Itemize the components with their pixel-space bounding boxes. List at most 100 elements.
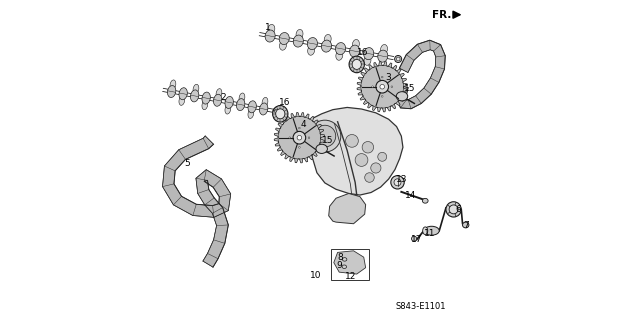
Text: 16: 16 <box>279 98 291 107</box>
Ellipse shape <box>296 29 303 39</box>
Ellipse shape <box>378 152 387 161</box>
Ellipse shape <box>396 57 400 61</box>
Ellipse shape <box>275 109 278 113</box>
Ellipse shape <box>202 92 210 104</box>
Ellipse shape <box>380 84 385 89</box>
Ellipse shape <box>352 39 359 49</box>
Ellipse shape <box>299 147 300 148</box>
Ellipse shape <box>179 88 187 100</box>
Ellipse shape <box>193 84 199 94</box>
Ellipse shape <box>170 80 176 89</box>
Ellipse shape <box>355 154 368 166</box>
Ellipse shape <box>336 51 343 60</box>
Polygon shape <box>312 108 403 195</box>
Ellipse shape <box>376 80 389 93</box>
Ellipse shape <box>412 236 417 241</box>
Text: 15: 15 <box>404 84 416 93</box>
Ellipse shape <box>259 103 268 115</box>
Ellipse shape <box>273 106 288 122</box>
Text: 13: 13 <box>396 175 408 184</box>
Ellipse shape <box>248 109 254 118</box>
Ellipse shape <box>299 127 300 129</box>
Ellipse shape <box>293 132 306 144</box>
Ellipse shape <box>380 44 387 54</box>
Ellipse shape <box>364 56 371 65</box>
Ellipse shape <box>280 41 287 50</box>
Ellipse shape <box>309 120 341 152</box>
Ellipse shape <box>362 141 374 153</box>
Text: 9: 9 <box>336 261 342 270</box>
Ellipse shape <box>262 97 268 107</box>
Polygon shape <box>357 61 408 112</box>
Ellipse shape <box>308 46 315 55</box>
Polygon shape <box>334 251 366 274</box>
Text: 8: 8 <box>337 253 343 262</box>
Polygon shape <box>162 136 231 267</box>
Ellipse shape <box>316 144 327 153</box>
Text: 14: 14 <box>404 191 416 200</box>
Ellipse shape <box>352 60 361 69</box>
Ellipse shape <box>365 173 375 182</box>
Text: 6: 6 <box>455 205 461 214</box>
Ellipse shape <box>236 99 245 111</box>
Ellipse shape <box>462 222 469 228</box>
Ellipse shape <box>307 37 317 50</box>
Ellipse shape <box>346 134 359 147</box>
Ellipse shape <box>324 35 331 44</box>
Ellipse shape <box>239 93 245 102</box>
Ellipse shape <box>391 86 392 88</box>
Ellipse shape <box>213 94 222 106</box>
Ellipse shape <box>293 35 303 47</box>
Text: 16: 16 <box>357 48 368 58</box>
Ellipse shape <box>168 85 176 98</box>
Polygon shape <box>329 194 366 224</box>
Ellipse shape <box>248 101 256 113</box>
Text: 4: 4 <box>301 120 306 130</box>
Text: 12: 12 <box>345 272 356 281</box>
Ellipse shape <box>336 43 346 55</box>
Text: S843-E1101: S843-E1101 <box>395 302 446 311</box>
Ellipse shape <box>308 137 310 139</box>
Text: 10: 10 <box>310 271 321 280</box>
Ellipse shape <box>349 56 364 73</box>
Ellipse shape <box>279 33 289 44</box>
Text: 17: 17 <box>411 235 422 244</box>
Text: 15: 15 <box>322 136 334 145</box>
Ellipse shape <box>268 24 275 34</box>
Ellipse shape <box>382 96 383 97</box>
Ellipse shape <box>190 90 199 102</box>
Text: 5: 5 <box>184 159 190 168</box>
Ellipse shape <box>289 137 290 139</box>
Ellipse shape <box>382 76 383 78</box>
Ellipse shape <box>364 48 374 60</box>
Ellipse shape <box>322 40 331 52</box>
Polygon shape <box>274 113 325 163</box>
Polygon shape <box>396 40 445 109</box>
Ellipse shape <box>371 163 381 173</box>
Ellipse shape <box>395 55 402 62</box>
Ellipse shape <box>225 96 233 108</box>
Ellipse shape <box>179 96 185 105</box>
Ellipse shape <box>265 30 275 42</box>
Ellipse shape <box>225 105 231 114</box>
Ellipse shape <box>273 108 280 115</box>
Ellipse shape <box>216 89 222 98</box>
Text: 2: 2 <box>220 93 225 102</box>
Ellipse shape <box>343 258 347 261</box>
Ellipse shape <box>391 176 404 189</box>
Text: 7: 7 <box>464 221 469 230</box>
Ellipse shape <box>372 86 373 88</box>
Ellipse shape <box>396 92 408 101</box>
Ellipse shape <box>422 198 428 203</box>
Text: 3: 3 <box>385 73 391 82</box>
Ellipse shape <box>446 202 461 217</box>
Ellipse shape <box>276 109 285 119</box>
Ellipse shape <box>423 227 428 235</box>
Text: 1: 1 <box>264 23 270 32</box>
Text: FR.: FR. <box>432 10 451 20</box>
Ellipse shape <box>314 125 336 147</box>
Ellipse shape <box>394 179 401 186</box>
Ellipse shape <box>449 205 458 214</box>
Ellipse shape <box>350 45 360 57</box>
Ellipse shape <box>424 226 440 235</box>
